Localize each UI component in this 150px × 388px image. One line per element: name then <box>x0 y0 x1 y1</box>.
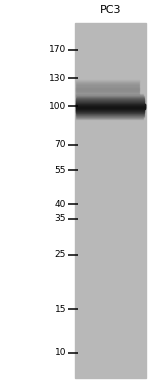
Bar <box>76 117 143 118</box>
Bar <box>76 80 139 81</box>
Bar <box>76 116 144 117</box>
Bar <box>76 105 145 106</box>
Bar <box>76 96 139 97</box>
Text: 100: 100 <box>49 102 66 111</box>
Bar <box>76 95 144 96</box>
Bar <box>76 108 144 109</box>
Bar <box>76 93 139 94</box>
Text: 70: 70 <box>54 140 66 149</box>
Bar <box>76 91 139 92</box>
Bar <box>76 109 144 110</box>
Bar <box>76 111 144 112</box>
Text: 15: 15 <box>54 305 66 314</box>
Bar <box>76 90 139 91</box>
Bar <box>76 88 139 89</box>
Bar <box>76 101 144 102</box>
Text: 55: 55 <box>54 166 66 175</box>
Bar <box>76 89 139 90</box>
Bar <box>76 99 144 100</box>
Bar <box>76 94 139 95</box>
Bar <box>76 99 144 100</box>
Bar <box>76 95 139 96</box>
Bar <box>76 111 144 112</box>
Text: 35: 35 <box>54 214 66 223</box>
Bar <box>76 86 139 87</box>
Text: 10: 10 <box>54 348 66 357</box>
Bar <box>76 87 139 88</box>
Bar <box>76 97 144 98</box>
Bar <box>76 108 145 109</box>
Bar <box>76 110 144 111</box>
Bar <box>76 95 139 96</box>
Bar <box>76 98 144 99</box>
Bar <box>76 87 139 88</box>
Bar <box>76 92 139 93</box>
Bar <box>76 103 144 104</box>
Text: 40: 40 <box>55 200 66 209</box>
Bar <box>76 84 139 85</box>
Bar <box>76 109 144 110</box>
Bar <box>76 97 144 98</box>
Bar <box>76 85 139 86</box>
Bar <box>76 83 139 84</box>
Text: 130: 130 <box>49 74 66 83</box>
Bar <box>76 100 144 101</box>
Bar <box>76 94 143 95</box>
Bar <box>76 93 139 94</box>
Text: 25: 25 <box>55 250 66 259</box>
Bar <box>76 106 145 107</box>
Bar <box>76 101 144 102</box>
Bar <box>76 118 143 119</box>
Bar <box>76 92 139 93</box>
Bar <box>76 115 144 116</box>
Bar <box>76 96 144 97</box>
Bar <box>76 85 139 86</box>
Bar <box>76 84 139 85</box>
Bar <box>76 114 144 115</box>
Bar <box>76 81 139 82</box>
Bar <box>76 107 145 108</box>
Bar <box>76 104 145 105</box>
Bar <box>76 102 144 103</box>
Bar <box>76 114 144 115</box>
Bar <box>76 102 144 103</box>
Bar <box>76 103 144 104</box>
Bar <box>76 96 139 97</box>
Bar <box>76 117 143 118</box>
Bar <box>76 89 139 90</box>
Bar <box>76 116 144 117</box>
Bar <box>76 95 143 96</box>
Bar <box>76 83 139 84</box>
Bar <box>76 81 139 82</box>
Bar <box>76 100 144 101</box>
Bar <box>76 112 144 113</box>
Bar <box>76 107 145 108</box>
Text: PC3: PC3 <box>99 5 121 15</box>
Bar <box>76 106 145 107</box>
Bar <box>76 112 144 113</box>
Bar <box>76 82 139 83</box>
Bar <box>76 96 144 97</box>
Bar <box>76 80 139 81</box>
Bar <box>76 88 139 89</box>
Bar <box>76 98 144 99</box>
Bar <box>76 94 143 95</box>
Bar <box>76 86 139 87</box>
Text: 170: 170 <box>49 45 66 54</box>
Bar <box>76 97 139 98</box>
Bar <box>75 23 146 378</box>
Bar <box>76 104 144 105</box>
Bar <box>76 113 144 114</box>
Bar <box>76 94 139 95</box>
Bar <box>76 90 139 91</box>
Bar <box>76 82 139 83</box>
